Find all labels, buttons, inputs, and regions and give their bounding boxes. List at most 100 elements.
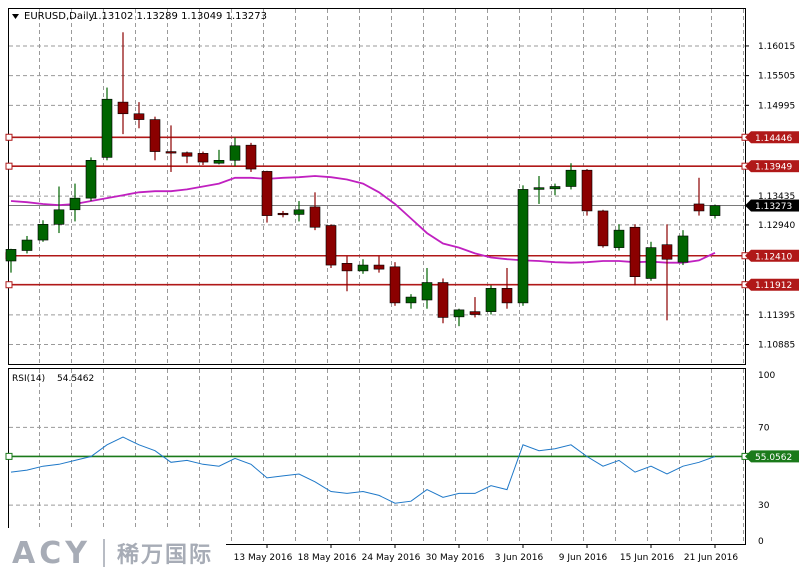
- candle[interactable]: [693, 177, 705, 216]
- candle[interactable]: [677, 230, 689, 266]
- date-tick-label: 13 May 2016: [234, 553, 293, 563]
- candle-body-bull: [37, 224, 49, 241]
- candle[interactable]: [5, 248, 17, 273]
- candle[interactable]: [421, 267, 433, 309]
- candle-body-bull: [53, 209, 65, 225]
- candle[interactable]: [597, 209, 609, 248]
- candle[interactable]: [357, 259, 369, 274]
- candle[interactable]: [469, 297, 481, 318]
- candle[interactable]: [405, 294, 417, 309]
- candle[interactable]: [373, 256, 385, 273]
- date-tick-label: 21 Jun 2016: [684, 553, 738, 563]
- rsi-tick-label: 0: [758, 537, 764, 547]
- price-level-label: 1.12410: [755, 252, 792, 262]
- price-level-tag-arrow: [745, 249, 751, 262]
- rsi-tick-label: 70: [758, 423, 770, 433]
- candle[interactable]: [517, 185, 529, 306]
- price-tick-label: 1.16015: [758, 42, 795, 52]
- candle[interactable]: [629, 224, 641, 286]
- candle[interactable]: [261, 170, 273, 223]
- price-level-tag: [751, 160, 799, 173]
- candle[interactable]: [213, 149, 225, 165]
- rsi-line: [10, 436, 716, 504]
- candle[interactable]: [101, 87, 113, 161]
- candle[interactable]: [453, 308, 465, 327]
- candles[interactable]: [5, 32, 721, 327]
- candle-body-bull: [213, 160, 225, 164]
- chart-header-symbol: EURUSD,Daily: [24, 11, 95, 22]
- symbol-dropdown-icon[interactable]: [12, 14, 19, 19]
- rsi-indicator: 55.0562: [5, 436, 799, 504]
- candle[interactable]: [277, 210, 289, 218]
- candle-body-bear: [181, 152, 193, 157]
- brand-logo: ACY: [12, 535, 91, 571]
- candle-body-bull: [645, 247, 657, 279]
- candle-body-bull: [709, 205, 721, 216]
- horizontal-levels[interactable]: 1.14446 1.13949 1.12410 1.11912 1.13273: [5, 131, 799, 291]
- candle[interactable]: [533, 176, 545, 204]
- candle[interactable]: [341, 256, 353, 292]
- chart-header-ohlc: 1.13102 1.13289 1.13049 1.13273: [92, 11, 267, 22]
- candle[interactable]: [501, 267, 513, 309]
- rsi-level-handle-left[interactable]: [5, 452, 13, 460]
- axes: 1.16015 1.15505 1.14995 1.13435 1.12940 1.113…: [234, 42, 796, 563]
- candle-body-bear: [261, 171, 273, 216]
- candle-body-bear: [245, 144, 257, 170]
- rsi-value-label: 54.5462: [57, 374, 94, 384]
- price-level-tag: [751, 278, 799, 291]
- candle[interactable]: [613, 224, 625, 251]
- date-tick-label: 15 Jun 2016: [620, 553, 674, 563]
- price-tick-label: 1.13435: [758, 192, 795, 202]
- candle[interactable]: [229, 137, 241, 167]
- candle[interactable]: [53, 186, 65, 234]
- candle[interactable]: [645, 241, 657, 281]
- candle[interactable]: [85, 157, 97, 202]
- candle-body-bull: [517, 189, 529, 304]
- candle[interactable]: [149, 116, 161, 161]
- candle[interactable]: [133, 102, 145, 129]
- candle[interactable]: [181, 151, 193, 164]
- candle[interactable]: [245, 142, 257, 172]
- candle[interactable]: [69, 183, 81, 222]
- candle-body-bear: [341, 263, 353, 272]
- candle-body-bull: [453, 309, 465, 318]
- candle-body-bull: [69, 197, 81, 211]
- candle[interactable]: [485, 285, 497, 315]
- date-tick-label: 24 May 2016: [362, 553, 421, 563]
- candle[interactable]: [197, 151, 209, 165]
- candle-body-bear: [133, 113, 145, 120]
- candle-body-bear: [661, 244, 673, 260]
- candle-body-bear: [197, 153, 209, 163]
- moving-average-line: [10, 175, 716, 264]
- candle[interactable]: [309, 192, 321, 231]
- candle[interactable]: [709, 204, 721, 219]
- main-pane-border: [8, 8, 746, 365]
- candle[interactable]: [389, 262, 401, 306]
- price-level-handle-left[interactable]: [5, 162, 13, 170]
- rsi-tick-label: 30: [758, 501, 770, 511]
- price-level-tag-arrow: [745, 131, 751, 144]
- price-tick-label: 1.14995: [758, 101, 795, 111]
- candle[interactable]: [581, 169, 593, 216]
- candle[interactable]: [293, 201, 305, 222]
- candle[interactable]: [549, 183, 561, 196]
- candle-body-bear: [149, 119, 161, 152]
- candle-body-bear: [437, 282, 449, 318]
- candle[interactable]: [565, 163, 577, 190]
- candle-body-bull: [421, 282, 433, 301]
- price-level-handle-left[interactable]: [5, 133, 13, 141]
- candle[interactable]: [437, 278, 449, 324]
- candle[interactable]: [325, 224, 337, 268]
- price-level-handle-left[interactable]: [5, 281, 13, 289]
- candle-body-bear: [325, 225, 337, 266]
- candle[interactable]: [117, 32, 129, 135]
- price-level-label: 1.14446: [755, 134, 792, 144]
- candle[interactable]: [165, 125, 177, 172]
- price-tick-label: 1.10885: [758, 341, 795, 351]
- candle[interactable]: [37, 220, 49, 242]
- candle[interactable]: [661, 224, 673, 321]
- candle[interactable]: [21, 235, 33, 254]
- candle-body-bull: [229, 145, 241, 161]
